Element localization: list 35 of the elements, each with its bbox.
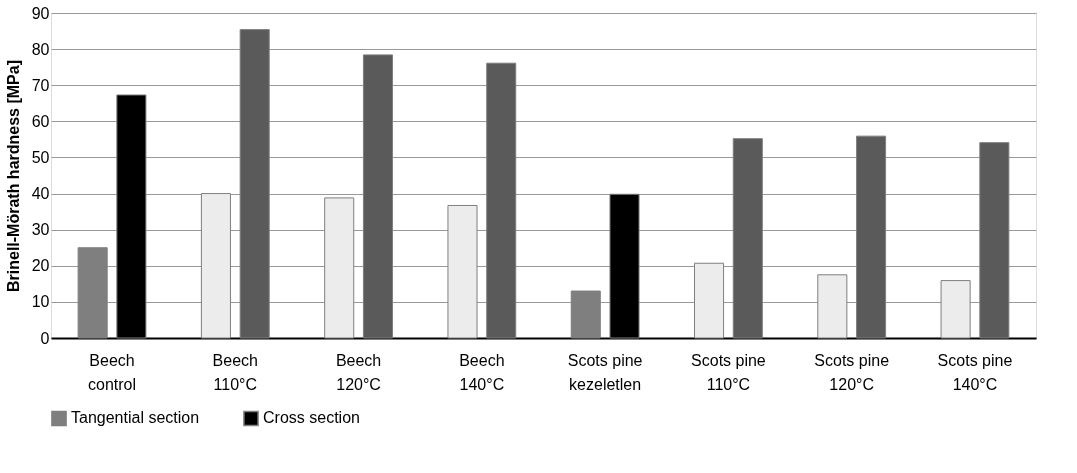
y-tick-label: 20 [31, 257, 50, 275]
x-tick-label: Beech 140°C [459, 351, 505, 393]
legend-label: Cross section [263, 409, 360, 427]
bar [486, 62, 517, 339]
x-tick-label: Beech control [88, 351, 137, 393]
y-tick-label: 60 [31, 112, 50, 130]
y-tick-label: 30 [31, 221, 50, 239]
y-tick-label: 80 [31, 40, 50, 58]
bar [447, 204, 478, 339]
bar [694, 262, 725, 339]
x-tick-label: Scots pine 120°C [814, 351, 890, 393]
y-tick-label: 70 [31, 76, 50, 94]
bar [856, 135, 887, 339]
x-tick-label: Beech 120°C [335, 351, 382, 393]
bar [77, 247, 108, 339]
y-tick-label: 40 [31, 185, 50, 203]
y-tick-label: 10 [31, 293, 50, 311]
y-tick-label: 50 [31, 148, 50, 166]
bar [239, 29, 270, 339]
y-tick-label: 90 [31, 4, 50, 22]
legend-label: Tangential section [71, 409, 200, 427]
bar [324, 197, 355, 339]
x-tick-label: Scots pine kezeletlen [567, 351, 643, 393]
x-tick-label: Scots pine 110°C [691, 351, 766, 393]
x-tick-label: Beech 110°C [212, 351, 258, 393]
y-axis-title: Brinell-Mörath hardness [MPa] [4, 59, 22, 293]
y-tick-label: 0 [40, 329, 50, 347]
bar [940, 280, 971, 339]
bar [732, 138, 763, 339]
x-tick-label: Scots pine 140°C [937, 351, 1013, 393]
bar [979, 142, 1010, 339]
bar [362, 54, 393, 339]
bar [200, 193, 231, 339]
bar [817, 274, 848, 339]
bar [570, 290, 601, 339]
